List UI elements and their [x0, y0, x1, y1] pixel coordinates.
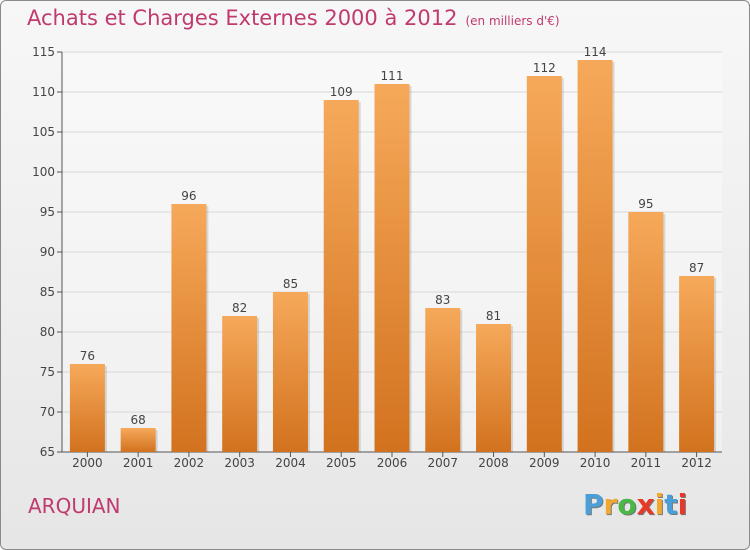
bar-value-label: 109	[330, 85, 353, 99]
chart-title-text: Achats et Charges Externes 2000 à 2012	[27, 6, 458, 30]
y-tick-label: 100	[32, 165, 55, 179]
x-tick-label: 2002	[174, 456, 205, 470]
bar-value-label: 96	[181, 189, 196, 203]
logo-letter: t	[664, 488, 678, 521]
x-tick-label: 2005	[326, 456, 357, 470]
bar	[679, 276, 715, 452]
y-tick-label: 115	[32, 45, 55, 59]
commune-name: ARQUIAN	[28, 494, 121, 518]
bar	[222, 316, 258, 452]
x-tick-label: 2006	[377, 456, 408, 470]
bar	[323, 100, 359, 452]
bar	[69, 364, 105, 452]
bar-value-label: 76	[80, 349, 95, 363]
logo-letter: i	[677, 488, 688, 521]
y-tick-label: 75	[40, 365, 55, 379]
bar	[628, 212, 664, 452]
bar-value-label: 114	[584, 45, 607, 59]
logo-letter: P	[583, 488, 604, 521]
y-tick-label: 85	[40, 285, 55, 299]
x-tick-label: 2000	[72, 456, 103, 470]
bar	[171, 204, 207, 452]
x-tick-label: 2010	[580, 456, 611, 470]
bar-value-label: 83	[435, 293, 450, 307]
chart-title: Achats et Charges Externes 2000 à 2012 (e…	[27, 6, 560, 30]
x-tick-label: 2007	[427, 456, 458, 470]
bar	[374, 84, 410, 452]
y-tick-label: 105	[32, 125, 55, 139]
logo-letter: o	[617, 488, 637, 521]
bar	[476, 324, 512, 452]
bar	[577, 60, 613, 452]
bar-value-label: 87	[689, 261, 704, 275]
bar-value-label: 111	[381, 69, 404, 83]
x-tick-label: 2004	[275, 456, 306, 470]
chart-unit: (en milliers d'€)	[465, 14, 560, 28]
bar-value-label: 95	[638, 197, 653, 211]
bar	[425, 308, 461, 452]
x-tick-label: 2009	[529, 456, 560, 470]
bar	[526, 76, 562, 452]
y-tick-label: 95	[40, 205, 55, 219]
bar-value-label: 85	[283, 277, 298, 291]
proxiti-logo: Proxiti	[583, 488, 687, 521]
logo-letter: x	[636, 488, 655, 521]
x-tick-label: 2008	[478, 456, 509, 470]
logo-letter: r	[603, 488, 618, 521]
bar	[272, 292, 308, 452]
y-tick-label: 80	[40, 325, 55, 339]
bar-value-label: 81	[486, 309, 501, 323]
bar-value-label: 82	[232, 301, 247, 315]
y-tick-label: 65	[40, 445, 55, 459]
x-tick-label: 2012	[681, 456, 712, 470]
y-tick-label: 90	[40, 245, 55, 259]
bar	[120, 428, 156, 452]
logo-letter: i	[654, 488, 665, 521]
x-tick-label: 2001	[123, 456, 154, 470]
x-tick-label: 2011	[631, 456, 662, 470]
x-tick-label: 2003	[224, 456, 255, 470]
y-tick-label: 110	[32, 85, 55, 99]
bar-value-label: 112	[533, 61, 556, 75]
y-tick-label: 70	[40, 405, 55, 419]
bar-value-label: 68	[131, 413, 146, 427]
